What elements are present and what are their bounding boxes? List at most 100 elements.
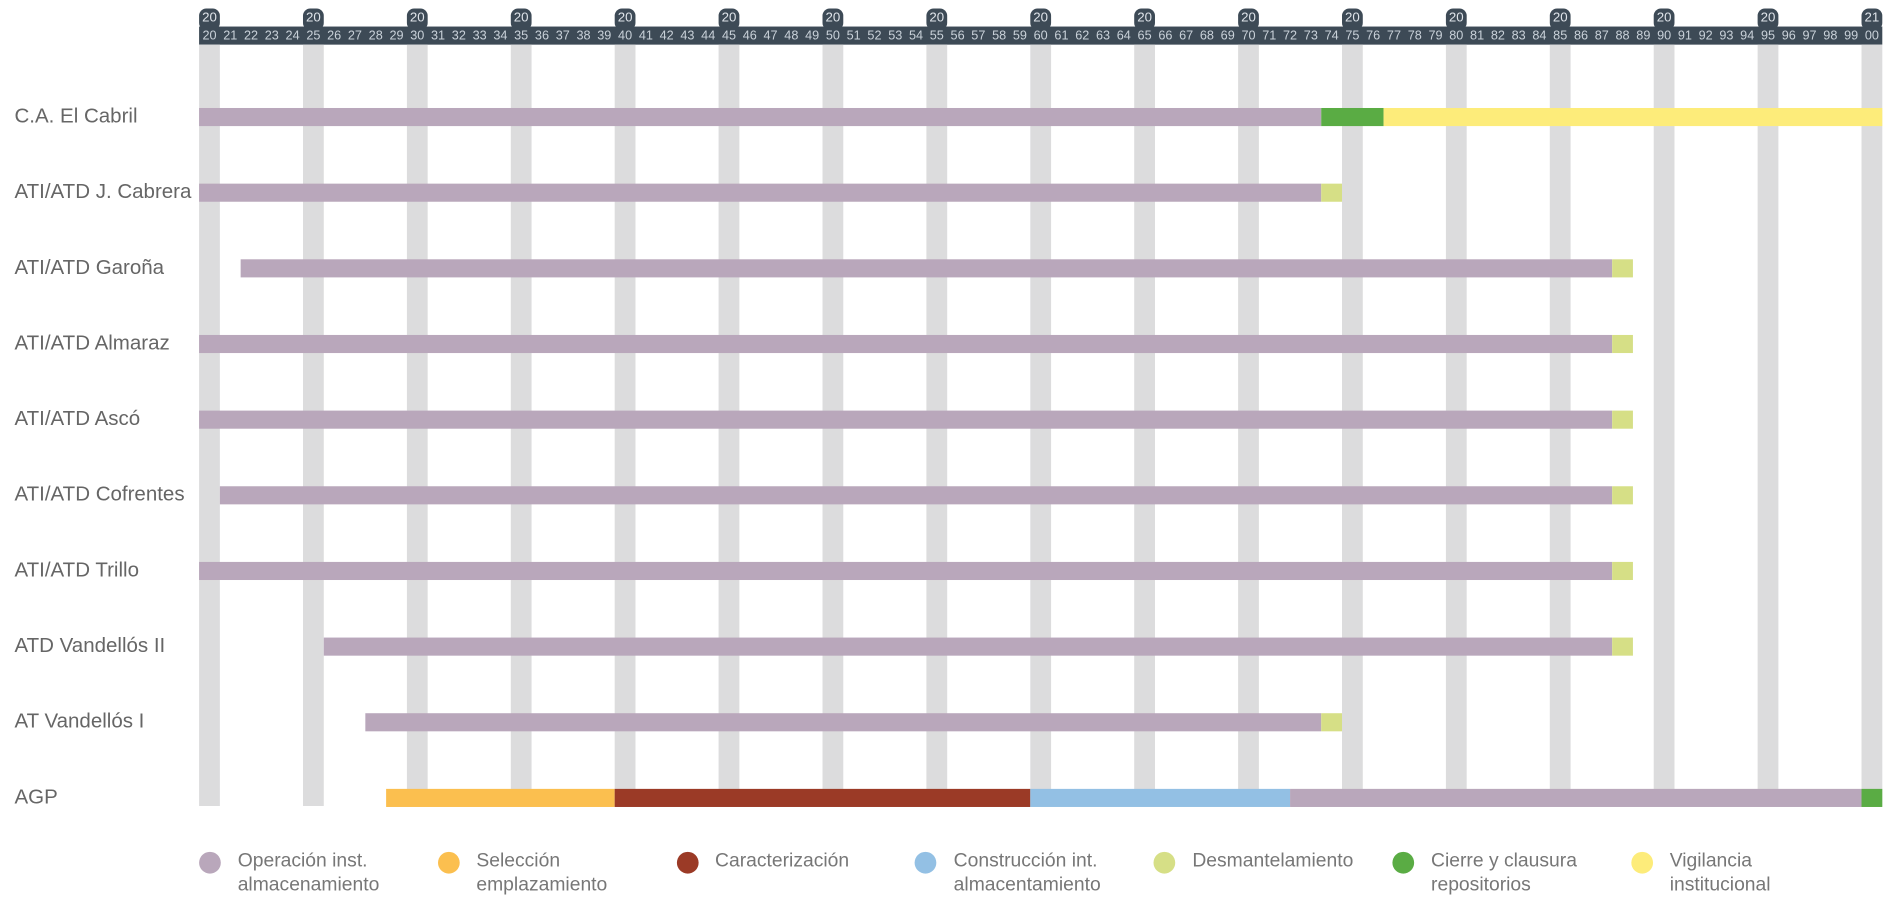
century-label: 20 xyxy=(1449,10,1464,25)
century-label: 21 xyxy=(1865,10,1880,25)
x-tick-label: 25 xyxy=(306,29,320,43)
century-label: 20 xyxy=(514,10,529,25)
gantt-bar xyxy=(199,107,1322,127)
row-label: ATI/ATD J. Cabrera xyxy=(14,180,192,203)
x-tick-label: 91 xyxy=(1678,29,1692,43)
x-tick-label: 39 xyxy=(597,29,611,43)
row-label: ATI/ATD Cofrentes xyxy=(14,483,184,506)
legend-item: Desmantelamiento xyxy=(1153,849,1354,874)
header-tab xyxy=(614,8,636,31)
x-tick-label: 87 xyxy=(1595,29,1609,43)
x-tick-label: 50 xyxy=(826,29,840,43)
x-tick-label: 00 xyxy=(1865,29,1879,43)
header-tab xyxy=(302,8,324,31)
x-tick-label: 32 xyxy=(452,29,466,43)
x-tick-label: 34 xyxy=(493,29,507,43)
x-tick-label: 80 xyxy=(1449,29,1463,43)
grid-column xyxy=(1653,44,1675,807)
header-tab xyxy=(1342,8,1363,31)
x-tick-label: 38 xyxy=(576,29,590,43)
x-tick-label: 49 xyxy=(805,29,819,43)
x-tick-label: 31 xyxy=(431,29,445,43)
x-tick-label: 76 xyxy=(1366,29,1380,43)
x-tick-label: 46 xyxy=(743,29,757,43)
x-tick-label: 75 xyxy=(1345,29,1359,43)
x-tick-label: 35 xyxy=(514,29,528,43)
x-tick-label: 30 xyxy=(410,29,424,43)
x-tick-label: 84 xyxy=(1532,29,1546,43)
legend-label: Desmantelamiento xyxy=(1192,850,1354,872)
x-tick-label: 60 xyxy=(1034,29,1048,43)
x-tick-label: 93 xyxy=(1719,29,1733,43)
x-tick-label: 70 xyxy=(1241,29,1255,43)
x-tick-label: 20 xyxy=(202,29,216,43)
gantt-bar xyxy=(240,259,1613,278)
legend-label: Operación inst. almacenamiento xyxy=(237,850,380,896)
century-label: 20 xyxy=(1033,10,1048,25)
gantt-bar xyxy=(1612,637,1633,656)
x-tick-label: 68 xyxy=(1200,29,1214,43)
gantt-bar xyxy=(199,561,1613,581)
x-tick-label: 82 xyxy=(1491,29,1505,43)
x-tick-label: 67 xyxy=(1179,29,1193,43)
header-tab xyxy=(199,8,220,31)
legend-swatch xyxy=(1631,851,1653,874)
grid-column xyxy=(1757,44,1779,807)
x-tick-label: 66 xyxy=(1158,29,1172,43)
century-label: 20 xyxy=(1761,10,1776,25)
century-label: 20 xyxy=(1345,10,1360,25)
x-tick-label: 77 xyxy=(1387,29,1401,43)
x-tick-label: 97 xyxy=(1803,29,1817,43)
x-tick-label: 53 xyxy=(888,29,902,43)
gantt-bar xyxy=(1612,486,1633,505)
century-label: 20 xyxy=(410,10,425,25)
legend-swatch xyxy=(1392,851,1415,874)
header-tab xyxy=(926,8,948,31)
x-tick-label: 92 xyxy=(1699,29,1713,43)
gantt-bar xyxy=(1612,259,1633,278)
x-tick-label: 42 xyxy=(660,29,674,43)
row-label: ATI/ATD Ascó xyxy=(14,407,140,430)
gantt-bar xyxy=(1321,107,1384,127)
gantt-bar xyxy=(365,713,1322,732)
gantt-bar xyxy=(614,788,1031,807)
x-tick-label: 74 xyxy=(1325,29,1339,43)
row-label: AGP xyxy=(14,785,57,808)
legend-label: Vigilancia institucional xyxy=(1669,850,1771,896)
x-tick-label: 57 xyxy=(971,29,985,43)
x-tick-label: 24 xyxy=(286,29,300,43)
header-tab xyxy=(1445,8,1467,31)
x-tick-label: 96 xyxy=(1782,29,1796,43)
legend-swatch xyxy=(1153,851,1176,874)
x-tick-label: 44 xyxy=(701,29,715,43)
header-tab xyxy=(718,8,740,31)
header-tab xyxy=(1134,8,1155,31)
legend-swatch xyxy=(915,851,937,874)
gantt-bar xyxy=(1030,788,1291,807)
gantt-bar xyxy=(219,486,1613,505)
x-tick-label: 83 xyxy=(1512,29,1526,43)
header-tab xyxy=(1238,8,1259,31)
x-tick-label: 73 xyxy=(1304,29,1318,43)
legend-swatch xyxy=(676,851,699,874)
x-tick-label: 65 xyxy=(1138,29,1152,43)
x-tick-label: 59 xyxy=(1013,29,1027,43)
legend-label: Caracterización xyxy=(715,850,850,872)
x-tick-label: 40 xyxy=(618,29,632,43)
century-label: 20 xyxy=(826,10,841,25)
century-label: 20 xyxy=(618,10,633,25)
x-tick-label: 56 xyxy=(951,29,965,43)
x-tick-label: 23 xyxy=(265,29,279,43)
x-tick-label: 85 xyxy=(1553,29,1567,43)
gantt-bar xyxy=(1383,107,1883,127)
x-tick-label: 28 xyxy=(369,29,383,43)
legend-item: Vigilancia institucional xyxy=(1631,849,1851,897)
x-tick-label: 26 xyxy=(327,29,341,43)
x-tick-label: 22 xyxy=(244,29,258,43)
x-tick-label: 78 xyxy=(1408,29,1422,43)
x-tick-label: 61 xyxy=(1054,29,1068,43)
gantt-bar xyxy=(1612,334,1633,354)
century-label: 20 xyxy=(306,10,321,25)
x-tick-label: 48 xyxy=(784,29,798,43)
header-tab xyxy=(1653,8,1675,31)
